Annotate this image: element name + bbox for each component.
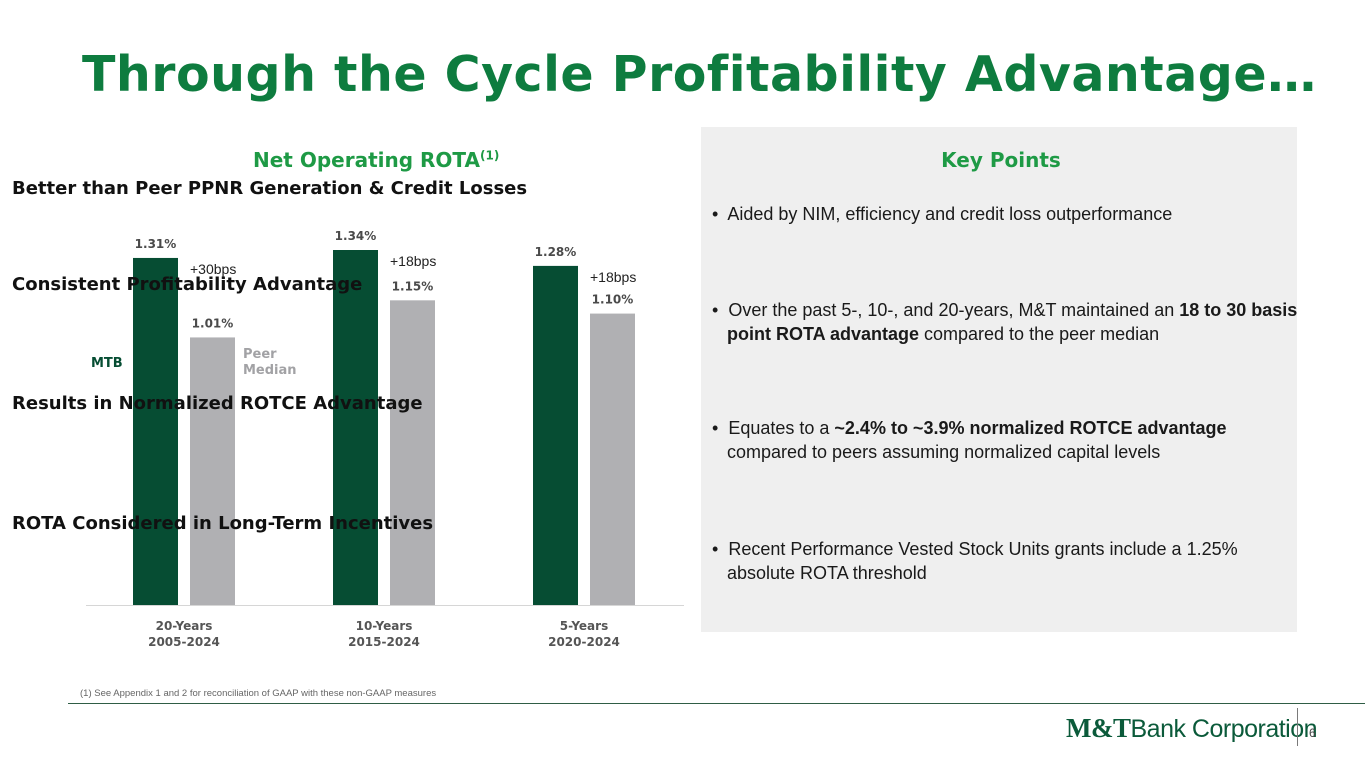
mtb-bar-1	[133, 257, 178, 605]
x-tick-label-3: 5-Years	[560, 619, 608, 633]
slide-title: Through the Cycle Profitability Advantag…	[82, 46, 1317, 103]
difference-label-2: +18bps	[390, 253, 436, 269]
key-point-bullet-4: • Recent Performance Vested Stock Units …	[712, 537, 1307, 585]
mtb-value-label-2: 1.34%	[335, 229, 377, 243]
mtb-bar-2	[333, 250, 378, 605]
peer-value-label-3: 1.10%	[592, 293, 634, 307]
legend-peer-line1: Peer	[243, 347, 277, 362]
key-point-bullet-3-emphasis: ~2.4% to ~3.9% normalized ROTCE advantag…	[834, 418, 1227, 438]
key-point-bullet-2-emphasis: 18 to 30 basis point ROTA advantage	[727, 300, 1298, 344]
key-point-bullet-3: • Equates to a ~2.4% to ~3.9% normalized…	[712, 416, 1307, 464]
key-point-bullet-2-text-end: compared to the peer median	[919, 324, 1160, 344]
key-point-bullet-4-text: Recent Performance Vested Stock Units gr…	[727, 539, 1238, 583]
rota-bar-chart: 1.31% 1.01% +30bps 20-Years 2005-2024 1.34% 1.…	[86, 229, 684, 649]
x-tick-sublabel-3: 2020-2024	[548, 635, 620, 649]
peer-bar-3	[590, 313, 635, 605]
x-tick-label-1: 20-Years	[156, 619, 213, 633]
mtb-value-label-3: 1.28%	[535, 245, 577, 259]
mtb-bar-3	[533, 265, 578, 605]
difference-label-1: +30bps	[190, 261, 236, 277]
bullet-glyph: •	[712, 204, 719, 224]
key-points-title: Key Points	[941, 148, 1061, 172]
chart-title: Net Operating ROTA(1)	[253, 148, 499, 172]
logo-mark: M&T	[1066, 713, 1131, 743]
bullet-glyph: •	[712, 300, 719, 320]
chart-title-text: Net Operating ROTA	[253, 148, 480, 172]
key-point-bullet-2-text: Over the past 5-, 10-, and 20-years, M&T…	[728, 300, 1180, 320]
footer-separator	[1297, 708, 1298, 746]
key-points-panel	[701, 127, 1297, 632]
difference-label-3: +18bps	[590, 269, 636, 285]
key-point-bullet-3-text: Equates to a	[728, 418, 835, 438]
key-point-bullet-3-text-end: compared to peers assuming normalized ca…	[727, 442, 1161, 462]
footnote: (1) See Appendix 1 and 2 for reconciliat…	[80, 688, 437, 699]
bullet-glyph: •	[712, 418, 719, 438]
chart-title-footnote-marker: (1)	[479, 148, 500, 163]
x-tick-sublabel-2: 2015-2024	[348, 635, 420, 649]
bullet-glyph: •	[712, 539, 719, 559]
mtb-value-label-1: 1.31%	[135, 237, 177, 251]
peer-value-label-2: 1.15%	[392, 279, 434, 293]
page-number: 6	[1309, 726, 1316, 740]
company-logo: M&TBank Corporation	[1066, 713, 1318, 744]
x-tick-label-2: 10-Years	[356, 619, 413, 633]
legend-peer-line2: Median	[243, 363, 297, 378]
key-point-heading-4: ROTA Considered in Long-Term Incentives	[12, 513, 434, 534]
key-point-bullet-2: • Over the past 5-, 10-, and 20-years, M…	[712, 298, 1307, 346]
logo-text: Bank Corporation	[1130, 715, 1318, 743]
key-point-bullet-1-text: Aided by NIM, efficiency and credit loss…	[727, 204, 1173, 224]
key-point-heading-3: Results in Normalized ROTCE Advantage	[12, 393, 423, 414]
peer-value-label-1: 1.01%	[192, 316, 234, 330]
peer-bar-1	[190, 337, 235, 605]
key-point-heading-1: Better than Peer PPNR Generation & Credi…	[12, 178, 528, 199]
peer-bar-2	[390, 300, 435, 605]
key-point-bullet-1: • Aided by NIM, efficiency and credit lo…	[712, 202, 1307, 226]
x-tick-sublabel-1: 2005-2024	[148, 635, 220, 649]
footer-divider	[68, 703, 1365, 704]
legend-mtb: MTB	[91, 356, 123, 371]
key-point-heading-2: Consistent Profitability Advantage	[12, 274, 363, 295]
